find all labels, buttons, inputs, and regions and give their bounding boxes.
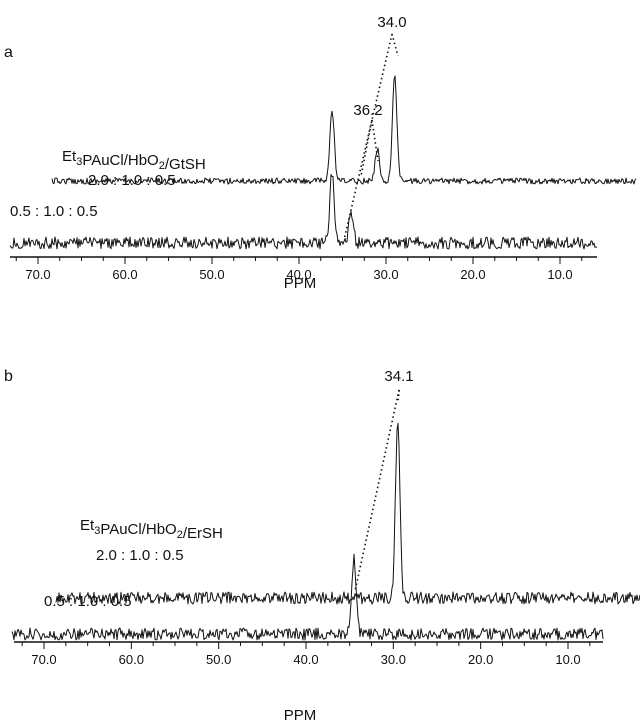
x-tick-label: 10.0 xyxy=(555,652,580,667)
x-tick-label: 60.0 xyxy=(112,267,137,282)
x-axis-title: PPM xyxy=(284,275,317,292)
compound-label-suffix: /GtSH xyxy=(165,156,206,173)
x-tick-label: 50.0 xyxy=(199,267,224,282)
x-tick-label: 40.0 xyxy=(286,267,311,282)
annotation-leader-line xyxy=(343,33,393,241)
peak-annotation: 36.2 xyxy=(353,102,382,119)
compound-label-mid: PAuCl/HbO xyxy=(82,152,158,169)
x-tick-label: 30.0 xyxy=(381,652,406,667)
spectrum-trace xyxy=(55,422,640,605)
compound-label-sub1: 3 xyxy=(94,525,100,537)
annotation-leader-line xyxy=(360,119,373,177)
x-tick-label: 50.0 xyxy=(206,652,231,667)
compound-label: Et3PAuCl/HbO2/GtSH xyxy=(62,148,206,173)
compound-label-suffix: /ErSH xyxy=(183,525,223,542)
peak-annotation: 34.1 xyxy=(384,368,413,385)
x-axis-title: PPM xyxy=(284,707,317,724)
panel-letter: b xyxy=(4,368,13,385)
panel-letter: a xyxy=(4,44,13,61)
annotation-leader-line xyxy=(397,389,400,401)
x-tick-label: 20.0 xyxy=(468,652,493,667)
ratio-label-upper: 2.0 : 1.0 : 0.5 xyxy=(96,547,184,564)
ratio-label-lower: 0.5 : 1.0 : 0.5 xyxy=(10,203,98,220)
compound-label-prefix: Et xyxy=(80,517,95,534)
ratio-label-lower: 0.5 : 1.0 : 0.5 xyxy=(44,593,132,610)
x-tick-label: 20.0 xyxy=(460,267,485,282)
compound-label-prefix: Et xyxy=(62,148,77,165)
annotation-leader-line xyxy=(371,119,379,162)
spectrum-trace xyxy=(9,174,598,250)
peak-annotation: 34.0 xyxy=(377,14,406,31)
compound-label: Et3PAuCl/HbO2/ErSH xyxy=(80,517,223,542)
x-tick-label: 30.0 xyxy=(373,267,398,282)
compound-label-sub1: 3 xyxy=(76,156,82,168)
spectrum-trace xyxy=(11,553,604,641)
x-tick-label: 10.0 xyxy=(547,267,572,282)
annotation-leader-line xyxy=(391,33,399,57)
compound-label-sub2: 2 xyxy=(159,160,165,172)
x-tick-label: 70.0 xyxy=(25,267,50,282)
x-tick-label: 70.0 xyxy=(31,652,56,667)
x-tick-label: 40.0 xyxy=(293,652,318,667)
annotation-leader-line xyxy=(354,389,400,592)
compound-label-mid: PAuCl/HbO xyxy=(100,521,176,538)
x-tick-label: 60.0 xyxy=(119,652,144,667)
spectrum-trace xyxy=(51,75,637,185)
compound-label-sub2: 2 xyxy=(177,529,183,541)
